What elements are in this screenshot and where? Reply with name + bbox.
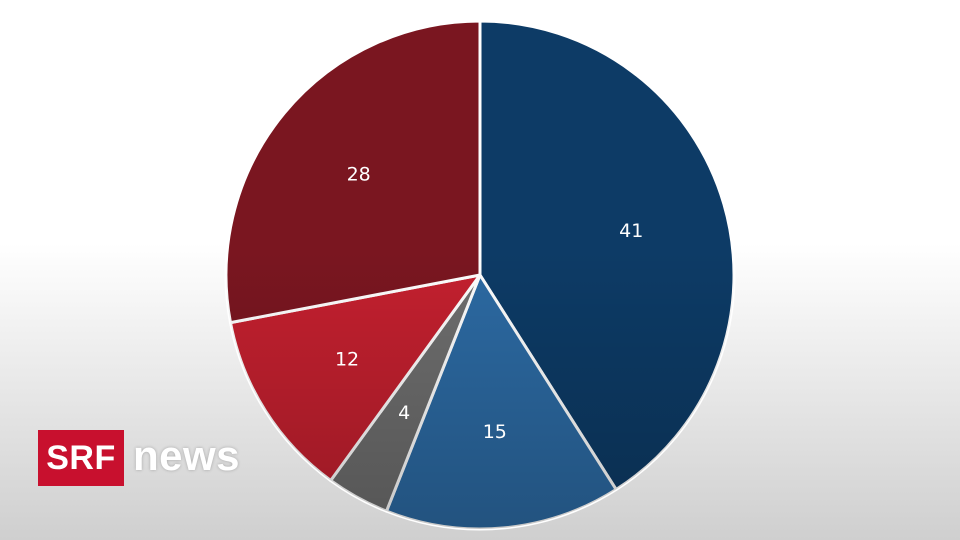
pie-slices bbox=[224, 19, 736, 531]
pie-labels: 41 15 4 12 28 bbox=[335, 164, 643, 443]
srf-logo-text: SRF bbox=[46, 438, 116, 477]
pie-slice-label-2: 4 bbox=[398, 402, 410, 424]
srf-logo-box: SRF bbox=[38, 430, 124, 486]
srf-news-logo: SRF news bbox=[38, 430, 240, 486]
pie-slice-label-3: 12 bbox=[335, 348, 359, 370]
news-logo-text: news bbox=[133, 432, 241, 479]
pie-slice-label-0: 41 bbox=[619, 220, 643, 242]
pie-slice-label-4: 28 bbox=[347, 164, 371, 186]
pie-slice-label-1: 15 bbox=[483, 421, 507, 443]
